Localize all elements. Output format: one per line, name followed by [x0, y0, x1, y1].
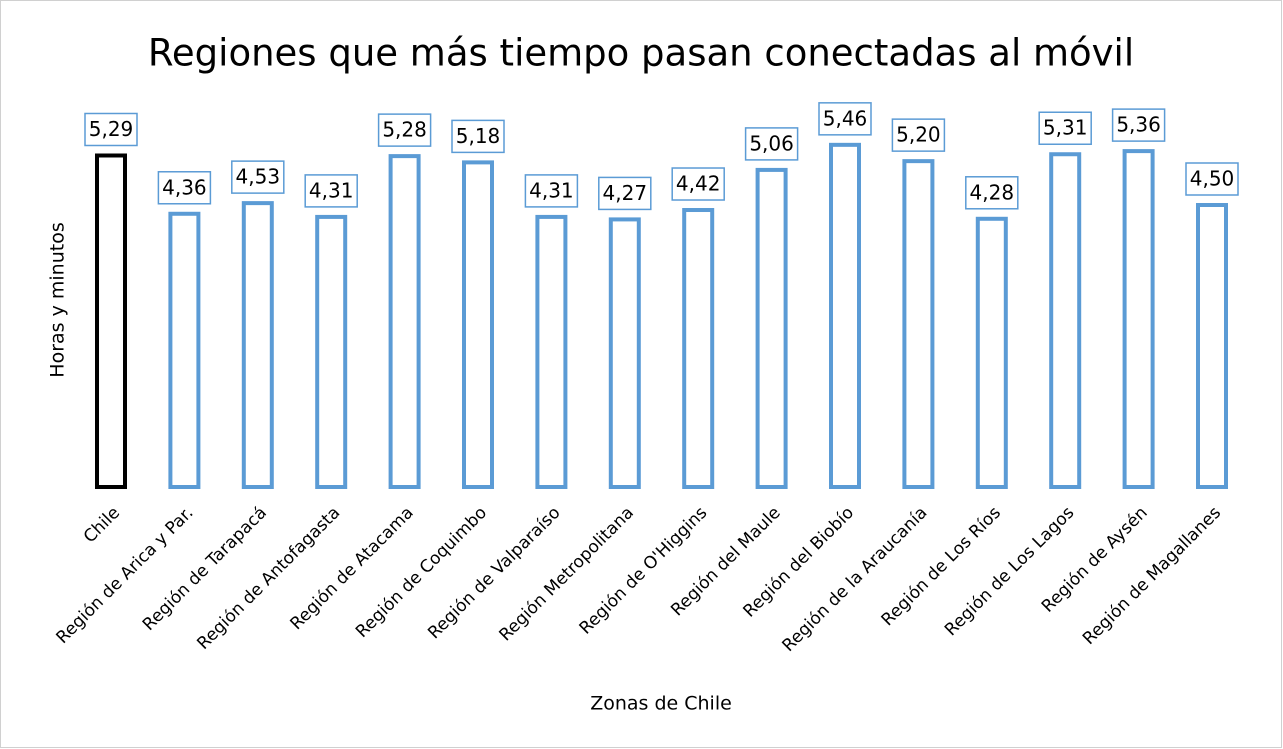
bar: [1196, 203, 1228, 489]
value-label: 4,31: [309, 178, 354, 202]
value-label-box: [451, 119, 505, 154]
value-label: 5,46: [823, 106, 868, 130]
value-label: 5,29: [89, 117, 134, 141]
value-label-box: [818, 102, 872, 136]
bar: [755, 167, 788, 489]
value-label-box: [1185, 162, 1239, 196]
value-label: 4,53: [236, 165, 281, 189]
value-label-box: [231, 160, 285, 194]
value-label: 5,28: [382, 118, 427, 142]
bar: [388, 154, 421, 489]
value-label: 5,36: [1116, 113, 1161, 137]
value-label-box: [744, 127, 799, 161]
value-label: 4,36: [162, 175, 207, 199]
value-label: 4,50: [1190, 167, 1235, 191]
bar: [168, 211, 201, 489]
value-label-box: [157, 171, 212, 205]
bar: [975, 216, 1008, 490]
bar: [1122, 149, 1155, 490]
y-axis-label: Horas y minutos: [47, 222, 69, 377]
bar: [462, 160, 494, 490]
value-label: 5,06: [749, 131, 794, 155]
bar: [535, 214, 568, 489]
bar: [829, 142, 861, 489]
value-label-box: [891, 118, 946, 152]
value-label-box: [1111, 108, 1166, 142]
bar: [608, 217, 641, 489]
value-label: 4,27: [603, 181, 648, 205]
bar: [682, 208, 715, 489]
value-label-box: [304, 174, 358, 208]
x-axis-label: Zonas de Chile: [590, 693, 732, 715]
value-label-box: [965, 176, 1019, 210]
chart-title: Regiones que más tiempo pasan conectadas…: [148, 32, 1134, 75]
value-label: 4,42: [676, 172, 721, 196]
value-label-box: [598, 176, 652, 211]
bar: [315, 214, 348, 489]
value-label-box: [377, 113, 432, 147]
bar: [1049, 152, 1082, 490]
value-label: 5,18: [456, 124, 501, 148]
value-label-box: [524, 174, 579, 208]
value-label: 4,28: [970, 180, 1015, 204]
value-label-box: [1038, 111, 1092, 145]
value-label: 5,31: [1043, 116, 1088, 140]
value-label: 4,31: [529, 178, 574, 202]
bar: [902, 159, 935, 489]
value-label: 5,20: [896, 123, 941, 147]
value-label-box: [671, 167, 725, 201]
bar: [241, 201, 274, 489]
bar: [95, 153, 127, 489]
value-label-box: [84, 112, 138, 147]
